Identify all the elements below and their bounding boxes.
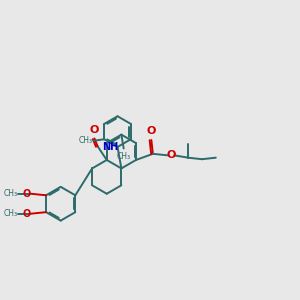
Text: O: O bbox=[22, 209, 30, 219]
Text: CH₃: CH₃ bbox=[4, 189, 18, 198]
Text: CH₃: CH₃ bbox=[79, 136, 93, 145]
Text: O: O bbox=[90, 125, 99, 135]
Text: O: O bbox=[22, 189, 30, 199]
Text: CH₃: CH₃ bbox=[117, 152, 131, 160]
Text: O: O bbox=[167, 150, 176, 161]
Text: NH: NH bbox=[103, 142, 119, 152]
Text: O: O bbox=[147, 126, 156, 136]
Text: CH₃: CH₃ bbox=[4, 209, 18, 218]
